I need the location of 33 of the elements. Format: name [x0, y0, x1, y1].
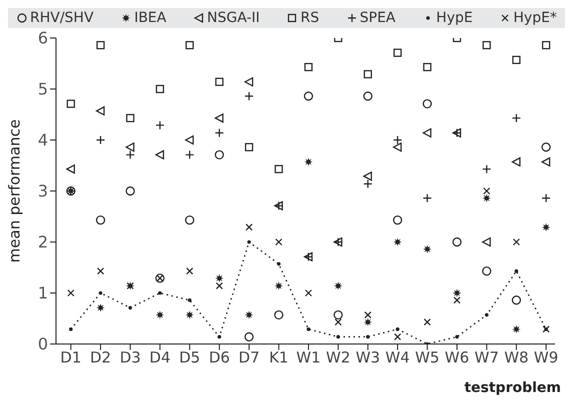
legend-label: HypE*	[513, 10, 557, 26]
legend-label: RS	[300, 10, 320, 26]
y-tick-label: 6	[38, 28, 48, 48]
x-tick-label: W3	[356, 348, 380, 367]
y-tick-label: 5	[38, 80, 48, 99]
legend-label: HypE	[436, 10, 473, 26]
x-tick-label: D5	[179, 348, 200, 367]
x-tick-label: W7	[474, 348, 499, 367]
x-tick-label: D2	[90, 348, 112, 367]
x-tick-label: W8	[504, 348, 529, 367]
legend-label: IBEA	[134, 10, 166, 26]
x-tick-label: W2	[326, 348, 350, 367]
legend-label: NSGA-II	[207, 10, 260, 26]
legend-label: SPEA	[360, 10, 396, 26]
y-tick-label: 3	[38, 182, 48, 201]
y-tick-label: 2	[38, 232, 48, 252]
x-tick-label: D3	[120, 348, 141, 367]
x-tick-label: D1	[60, 348, 82, 367]
x-axis-title: testproblem	[464, 380, 561, 396]
x-tick-label: W5	[415, 348, 440, 367]
x-tick-label: D7	[238, 348, 260, 367]
x-tick-label: D6	[208, 348, 230, 367]
y-tick-label: 1	[38, 284, 48, 303]
legend-label: RHV/SHV	[30, 10, 94, 26]
y-tick-label: 0	[38, 334, 48, 354]
x-tick-label: W9	[534, 348, 558, 367]
x-tick-label: W1	[296, 348, 321, 367]
x-tick-label: W6	[444, 348, 470, 367]
x-tick-label: K1	[269, 348, 288, 367]
x-tick-label: W4	[385, 348, 410, 367]
x-tick-label: D4	[149, 348, 171, 367]
y-axis-title: mean performance	[5, 119, 24, 263]
y-tick-label: 4	[38, 130, 48, 150]
